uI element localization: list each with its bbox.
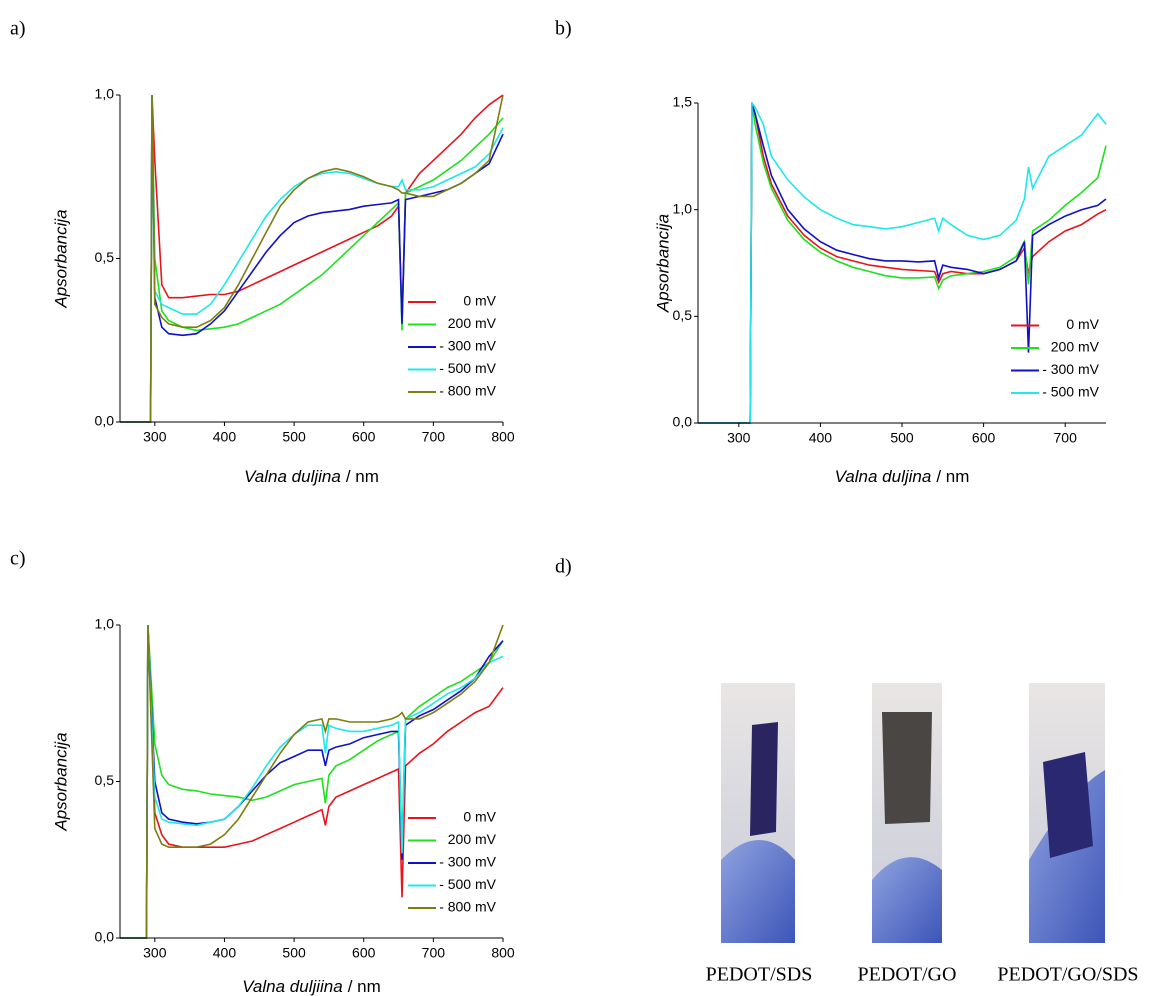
x-axis-label: Valna duljina / nm xyxy=(244,467,379,486)
chart-panel: c) 0,0 0,5 1,0 300 400 500 600 700 800 Apsorbancij… xyxy=(10,548,515,996)
y-tick-label: 1,0 xyxy=(95,616,115,632)
series-line xyxy=(120,624,504,939)
y-axis-label: Apsorbancija xyxy=(51,209,70,308)
y-axis-label: Apsorbancija xyxy=(653,214,672,313)
photo-panel: d) PEDOT/SDS PEDOT/GO PEDOT/GO/SDS xyxy=(555,556,1139,986)
series-line xyxy=(698,102,1107,424)
x-tick-label: 600 xyxy=(352,429,376,445)
x-tick-label: 800 xyxy=(491,945,515,961)
x-axis-label-part: / nm xyxy=(348,977,381,996)
legend-label: - 500 mV xyxy=(1042,384,1099,400)
series-line xyxy=(120,94,504,423)
legend-label: - 800 mV xyxy=(439,899,496,915)
x-tick-label: 500 xyxy=(890,430,914,446)
series-line xyxy=(120,94,504,423)
photo-caption: PEDOT/SDS xyxy=(706,964,813,986)
y-axis-label: Apsorbancija xyxy=(51,732,70,831)
x-tick-label: 800 xyxy=(491,429,515,445)
x-axis-label: Valna duljina / nm xyxy=(835,467,970,486)
x-tick-label: 300 xyxy=(143,429,167,445)
x-axis-label-part: Valna duljina xyxy=(835,467,932,486)
legend-label: 200 mV xyxy=(1051,339,1100,355)
x-tick-label: 500 xyxy=(282,429,306,445)
x-axis-label-part: Valna duljina xyxy=(244,467,341,486)
panel-label: d) xyxy=(555,556,572,578)
legend-label: 0 mV xyxy=(463,809,496,825)
x-tick-label: 600 xyxy=(972,430,996,446)
x-tick-label: 400 xyxy=(809,430,833,446)
legend-label: - 500 mV xyxy=(439,360,496,376)
series-line xyxy=(698,102,1107,424)
x-tick-label: 400 xyxy=(213,429,237,445)
series-line xyxy=(120,624,504,939)
legend-label: 0 mV xyxy=(463,293,496,309)
y-tick-label: 0,5 xyxy=(673,307,693,323)
x-tick-label: 300 xyxy=(727,430,751,446)
chart-panel: a) 0,0 0,5 1,0 300 400 500 600 700 800 Apsorbancij… xyxy=(10,18,515,487)
panel-label: c) xyxy=(10,548,26,570)
x-axis-label-part: / nm xyxy=(346,467,379,486)
x-tick-label: 700 xyxy=(1054,430,1078,446)
series-line xyxy=(120,624,504,939)
legend-label: - 300 mV xyxy=(1042,361,1099,377)
photo xyxy=(872,683,942,943)
legend-label: 200 mV xyxy=(448,315,497,331)
series-line xyxy=(120,624,504,939)
x-tick-label: 500 xyxy=(282,945,306,961)
chart-panel: b) 0,0 0,5 1,0 1,5 300 400 500 600 700 Apsorbancij… xyxy=(555,18,1107,486)
series-line xyxy=(120,94,504,423)
x-axis-label: Valna duljiina / nm xyxy=(242,977,381,996)
x-axis-label-part: / nm xyxy=(936,467,969,486)
x-tick-label: 400 xyxy=(213,945,237,961)
y-tick-label: 1,5 xyxy=(673,94,693,110)
x-axis-label-part: Valna duljiina xyxy=(242,977,343,996)
y-tick-label: 0,5 xyxy=(95,772,115,788)
panel-label: a) xyxy=(10,18,26,40)
y-tick-label: 1,0 xyxy=(95,86,115,102)
photo-caption: PEDOT/GO xyxy=(858,964,957,986)
series-line xyxy=(120,94,504,423)
photo xyxy=(721,683,795,943)
legend-label: 0 mV xyxy=(1066,316,1099,332)
series-line xyxy=(698,102,1107,424)
legend-label: - 800 mV xyxy=(439,383,496,399)
y-tick-label: 0,0 xyxy=(95,413,115,429)
legend-label: - 500 mV xyxy=(439,876,496,892)
series-line xyxy=(120,624,504,939)
y-tick-label: 0,0 xyxy=(95,929,115,945)
y-tick-label: 1,0 xyxy=(673,200,693,216)
x-tick-label: 300 xyxy=(143,945,167,961)
photo xyxy=(1029,683,1105,943)
x-tick-label: 700 xyxy=(422,429,446,445)
legend-label: - 300 mV xyxy=(439,854,496,870)
panel-label: b) xyxy=(555,18,572,40)
legend-label: - 300 mV xyxy=(439,338,496,354)
y-tick-label: 0,5 xyxy=(95,249,115,265)
x-tick-label: 600 xyxy=(352,945,376,961)
y-tick-label: 0,0 xyxy=(673,414,693,430)
photo-caption: PEDOT/GO/SDS xyxy=(997,964,1138,986)
legend-label: 200 mV xyxy=(448,831,497,847)
x-tick-label: 700 xyxy=(422,945,446,961)
